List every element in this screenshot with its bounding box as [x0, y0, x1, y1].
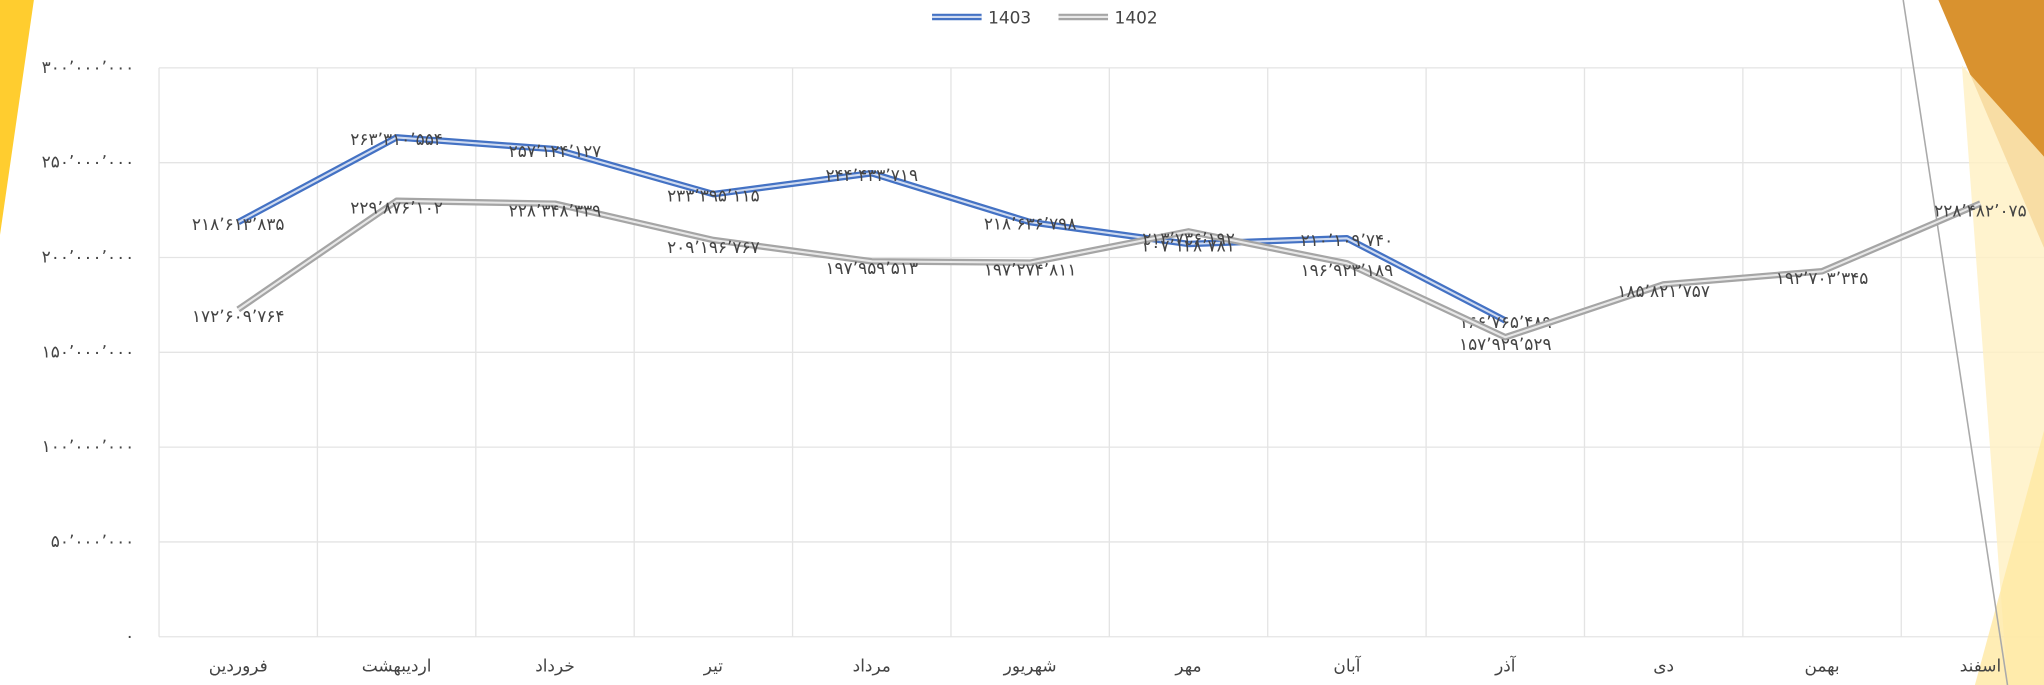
- legend-label: 1402: [1115, 7, 1158, 27]
- x-tick-label: دی: [1653, 656, 1674, 676]
- data-label: ۱۹۶٬۹۲۳٬۱۸۹: [1301, 260, 1394, 280]
- data-label: ۲۲۹٬۸۷۶٬۱۰۲: [350, 198, 443, 218]
- corner-shape: [1974, 430, 2044, 685]
- series-line: [237, 136, 1506, 322]
- data-label: ۲۳۳٬۳۹۵٬۱۱۵: [667, 186, 760, 206]
- series-line: [237, 199, 1981, 339]
- x-tick-label: اسفند: [1960, 656, 2001, 676]
- x-tick-label: مرداد: [853, 656, 891, 676]
- decor-line: [1902, 0, 2009, 685]
- data-label: ۲۵۷٬۱۲۴٬۱۲۷: [509, 141, 602, 161]
- data-label: ۲۱۸٬۶۱۳٬۸۳۵: [192, 214, 285, 234]
- x-tick-label: آبان: [1333, 655, 1361, 676]
- x-tick-label: اردیبهشت: [362, 656, 432, 677]
- data-label: ۱۵۷٬۹۲۹٬۵۲۹: [1459, 334, 1552, 354]
- data-label: ۱۹۲٬۷۰۳٬۳۴۵: [1776, 268, 1869, 288]
- y-tick-label: ۱۵۰٬۰۰۰٬۰۰۰: [42, 341, 135, 361]
- data-label: ۲۱۰٬۱۰۹٬۷۴۰: [1301, 230, 1394, 250]
- x-tick-label: آذر: [1494, 655, 1517, 676]
- y-tick-label: ۲۵۰٬۰۰۰٬۰۰۰: [42, 152, 135, 172]
- data-label: ۲۴۴٬۴۳۳٬۷۱۹: [825, 165, 918, 185]
- data-label: ۲۰۷٬۱۲۸٬۷۸۱: [1142, 236, 1235, 256]
- legend-label: 1403: [988, 7, 1031, 27]
- data-label: ۲۲۸٬۳۴۸٬۳۳۹: [509, 201, 602, 221]
- data-label: ۲۲۸٬۴۸۲٬۰۷۵: [1934, 200, 2027, 220]
- data-label: ۱۹۷٬۲۷۴٬۸۱۱: [984, 259, 1077, 279]
- x-tick-label: بهمن: [1804, 656, 1839, 677]
- y-tick-label: ۳۰۰٬۰۰۰٬۰۰۰: [42, 57, 135, 77]
- data-label: ۱۸۵٬۸۲۱٬۷۵۷: [1617, 281, 1710, 301]
- x-tick-label: فروردین: [209, 656, 268, 676]
- data-label: ۲۰۹٬۱۹۶٬۷۶۷: [667, 237, 760, 257]
- data-label: ۱۷۲٬۶۰۹٬۷۶۴: [192, 306, 285, 326]
- y-tick-label: ۱۰۰٬۰۰۰٬۰۰۰: [42, 436, 135, 456]
- y-tick-label: ۰: [125, 626, 134, 646]
- x-tick-label: مهر: [1174, 656, 1201, 677]
- y-tick-label: ۲۰۰٬۰۰۰٬۰۰۰: [42, 246, 135, 266]
- data-label: ۲۱۸٬۶۳۶٬۷۹۸: [984, 214, 1077, 234]
- data-label: ۲۱۳٬۷۳۶٬۱۹۲: [1142, 228, 1235, 248]
- data-label: ۱۹۷٬۹۵۹٬۵۱۳: [825, 258, 918, 278]
- corner-shape: [0, 0, 34, 235]
- x-tick-label: شهریور: [1003, 656, 1057, 677]
- x-tick-label: خرداد: [535, 656, 575, 676]
- data-label: ۲۶۳٬۳۱۰٬۵۵۴: [350, 129, 443, 149]
- y-tick-label: ۵۰٬۰۰۰٬۰۰۰: [51, 531, 135, 551]
- x-tick-label: تیر: [703, 656, 723, 676]
